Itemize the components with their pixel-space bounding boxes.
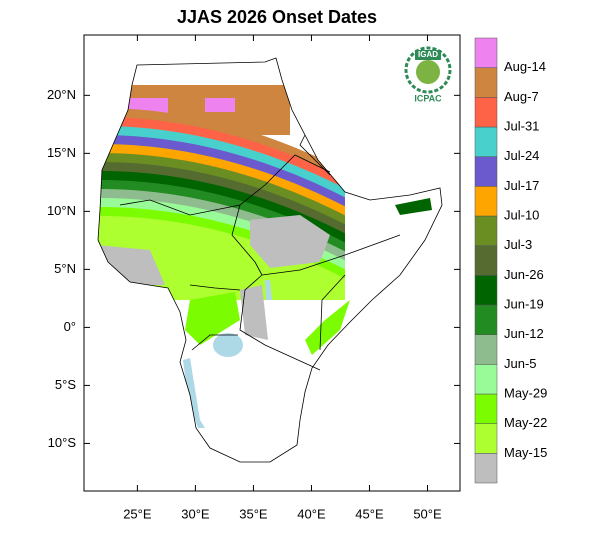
- legend-swatch: [474, 393, 498, 424]
- legend-swatch: [474, 215, 498, 246]
- legend-label: Aug-14: [504, 59, 546, 74]
- legend-label: Jul-24: [504, 148, 539, 163]
- legend-label: May-15: [504, 445, 547, 460]
- y-tick-label: 10°N: [47, 203, 76, 218]
- x-tick-label: 50°E: [413, 506, 442, 521]
- x-tick-label: 30°E: [181, 506, 210, 521]
- legend-label: Jul-31: [504, 118, 539, 133]
- y-tick-label: 5°S: [55, 377, 76, 392]
- legend-swatch: [474, 245, 498, 276]
- y-tick-label: 10°S: [48, 435, 77, 450]
- legend-label: Aug-7: [504, 89, 539, 104]
- legend-label: Jun-26: [504, 267, 544, 282]
- field-patch: [250, 215, 330, 268]
- legend-label: Jun-19: [504, 296, 544, 311]
- legend-swatch: [474, 334, 498, 365]
- y-tick-label: 0°: [64, 319, 76, 334]
- y-tick-label: 15°N: [47, 145, 76, 160]
- field-top: [205, 98, 235, 112]
- legend-swatch: [474, 304, 498, 335]
- legend-swatch: [474, 453, 498, 484]
- legend-swatch: [474, 186, 498, 217]
- lake: [265, 280, 272, 300]
- lake: [213, 333, 243, 357]
- logo-globe: [416, 60, 440, 84]
- logo: IGAD ICPAC: [404, 46, 452, 103]
- border: [239, 274, 321, 371]
- map-title: JJAS 2026 Onset Dates: [177, 7, 377, 27]
- legend-swatch: [474, 67, 498, 98]
- field-band: [98, 153, 345, 226]
- legend-label: Jul-3: [504, 237, 532, 252]
- logo-bottom-text: ICPAC: [414, 93, 442, 103]
- legend-swatch: [474, 97, 498, 128]
- x-tick-label: 35°E: [239, 506, 268, 521]
- field-patch: [200, 250, 242, 285]
- logo-banner: [415, 50, 441, 60]
- field-band: [98, 198, 345, 271]
- legend-swatch: [474, 364, 498, 395]
- legend-label: Jun-12: [504, 326, 544, 341]
- border: [191, 334, 238, 351]
- field-patch: [395, 198, 432, 215]
- borders: [97, 57, 443, 463]
- legend-swatch: [474, 275, 498, 306]
- field-band: [98, 180, 345, 253]
- x-tick-label: 25°E: [123, 506, 152, 521]
- x-tick-label: 45°E: [355, 506, 384, 521]
- logo-top-text: IGAD: [418, 50, 438, 59]
- field-band: [98, 171, 345, 244]
- legend-swatch: [474, 423, 498, 454]
- y-tick-label: 5°N: [54, 261, 76, 276]
- field-band: [98, 162, 345, 235]
- legend-label: Jul-10: [504, 207, 539, 222]
- legend-label: May-22: [504, 415, 547, 430]
- field-band: [98, 144, 345, 217]
- legend-label: Jul-17: [504, 178, 539, 193]
- border: [231, 204, 263, 276]
- x-tick-label: 40°E: [297, 506, 326, 521]
- field-band: [98, 135, 345, 208]
- border: [261, 234, 401, 276]
- legend-swatch: [474, 37, 498, 68]
- field-patch: [240, 285, 268, 340]
- legend-label: Jun-5: [504, 356, 537, 371]
- y-tick-label: 20°N: [47, 87, 76, 102]
- legend-label: May-29: [504, 385, 547, 400]
- field-band: [98, 189, 345, 262]
- border: [189, 284, 241, 291]
- field-band: [98, 126, 345, 199]
- legend-swatch: [474, 126, 498, 157]
- border: [319, 274, 346, 351]
- lake: [183, 358, 205, 428]
- field-band: [98, 207, 345, 280]
- logo-wreath: [404, 46, 452, 94]
- border: [299, 134, 331, 176]
- field-patch: [185, 292, 240, 345]
- legend-swatch: [474, 156, 498, 187]
- field-patch: [305, 300, 350, 355]
